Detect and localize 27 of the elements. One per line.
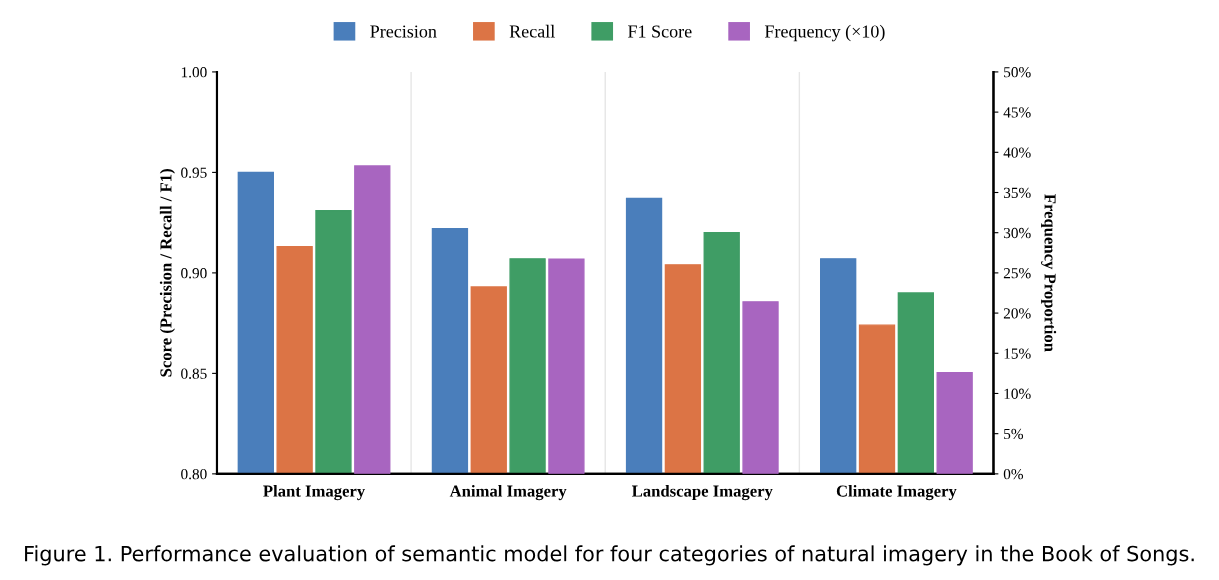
x-tick-label: Plant Imagery bbox=[263, 484, 366, 501]
y-tick-label: 0.95 bbox=[181, 167, 207, 178]
y2-axis-title: Frequency Proportion bbox=[1041, 194, 1057, 352]
y2-tick-label: 0% bbox=[1003, 469, 1024, 480]
y2-tick-label: 45% bbox=[1003, 107, 1031, 118]
x-tick-label: Animal Imagery bbox=[449, 484, 567, 501]
y2-tick-label: 40% bbox=[1003, 147, 1031, 158]
y-tick-label: 0.85 bbox=[181, 368, 207, 379]
y2-tick-label: 20% bbox=[1003, 308, 1031, 319]
y-axis-title: Score (Precision / Recall / F1) bbox=[159, 169, 175, 377]
x-tick-label: Climate Imagery bbox=[836, 484, 957, 501]
legend-label: Frequency (×10) bbox=[764, 24, 885, 42]
y2-tick-label: 30% bbox=[1003, 227, 1031, 239]
legend-label: F1 Score bbox=[628, 25, 692, 38]
y2-tick-label: 5% bbox=[1004, 428, 1024, 440]
legend-label: Recall bbox=[509, 24, 555, 38]
y2-tick-label: 15% bbox=[1004, 348, 1031, 359]
y-tick-label: 1.00 bbox=[181, 67, 207, 78]
y2-tick-label: 50% bbox=[1004, 67, 1031, 78]
x-tick-label: Landscape Imagery bbox=[631, 484, 773, 501]
y2-tick-label: 35% bbox=[1003, 187, 1031, 198]
legend-label: Precision bbox=[370, 25, 437, 38]
y-tick-label: 0.90 bbox=[181, 268, 207, 279]
y-tick-label: 0.80 bbox=[181, 469, 207, 480]
y2-tick-label: 25% bbox=[1003, 268, 1031, 279]
y2-tick-label: 10% bbox=[1004, 388, 1031, 399]
caption: Figure 1. Performance evaluation of semantic model for four categories of natural imagery in the Book of Songs. bbox=[25, 545, 1194, 566]
